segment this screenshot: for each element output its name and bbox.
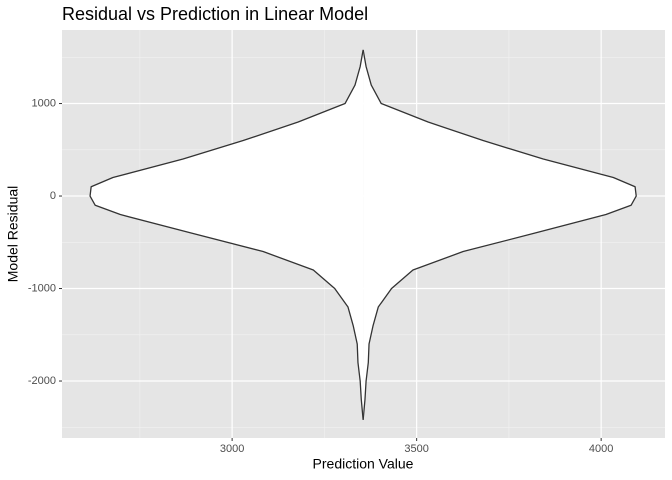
y-tick-label: 0 bbox=[50, 190, 56, 202]
y-tick-label: 1000 bbox=[32, 97, 56, 109]
y-tick-label: -1000 bbox=[28, 282, 56, 294]
x-tick-label: 4000 bbox=[589, 443, 613, 455]
chart-title: Residual vs Prediction in Linear Model bbox=[62, 4, 368, 24]
violin-half bbox=[362, 49, 637, 420]
x-tick-label: 3500 bbox=[404, 443, 428, 455]
x-tick-label: 3000 bbox=[220, 443, 244, 455]
y-axis-label: Model Residual bbox=[5, 186, 21, 283]
y-tick-label: -2000 bbox=[28, 375, 56, 387]
violin-half bbox=[89, 49, 364, 420]
x-axis-label: Prediction Value bbox=[313, 456, 414, 472]
